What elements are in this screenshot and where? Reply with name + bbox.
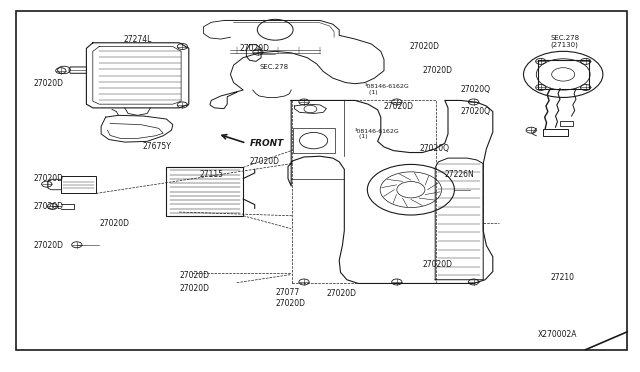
Text: 27020D: 27020D bbox=[33, 202, 63, 211]
Text: FRONT: FRONT bbox=[250, 139, 284, 148]
Text: ³08146-6162G
  (1): ³08146-6162G (1) bbox=[355, 128, 400, 140]
Text: 27020D: 27020D bbox=[275, 299, 305, 308]
Text: SEC.278
(27130): SEC.278 (27130) bbox=[550, 35, 580, 48]
Text: 27210: 27210 bbox=[550, 273, 575, 282]
Text: 27020D: 27020D bbox=[410, 42, 440, 51]
Text: 27020D: 27020D bbox=[179, 271, 209, 280]
Bar bbox=[61, 176, 96, 193]
Text: 27020D: 27020D bbox=[384, 102, 414, 110]
Text: 27077: 27077 bbox=[275, 288, 300, 296]
Text: 27020D: 27020D bbox=[326, 289, 356, 298]
Text: 27020D: 27020D bbox=[422, 260, 452, 269]
Text: 27020D: 27020D bbox=[99, 219, 129, 228]
Text: 27115: 27115 bbox=[199, 170, 223, 179]
Text: 27020D: 27020D bbox=[179, 284, 209, 293]
Text: 27675Y: 27675Y bbox=[142, 142, 172, 151]
Text: 27020D: 27020D bbox=[422, 66, 452, 75]
Bar bbox=[292, 100, 436, 283]
Text: 27274L: 27274L bbox=[124, 35, 152, 44]
Text: ³08146-6162G
  (1): ³08146-6162G (1) bbox=[365, 84, 410, 95]
Text: 27020Q: 27020Q bbox=[419, 144, 449, 153]
Text: 27020D: 27020D bbox=[33, 174, 63, 183]
Bar bbox=[560, 121, 573, 126]
Text: SEC.278: SEC.278 bbox=[259, 64, 289, 70]
Text: 27020D: 27020D bbox=[33, 241, 63, 250]
Text: X270002A: X270002A bbox=[538, 330, 577, 339]
Text: 27020D: 27020D bbox=[33, 79, 63, 88]
Text: 27020D: 27020D bbox=[250, 157, 280, 166]
Text: 27020D: 27020D bbox=[240, 44, 270, 53]
Text: 27020Q: 27020Q bbox=[461, 107, 491, 116]
Text: 27020Q: 27020Q bbox=[461, 85, 491, 94]
Bar bbox=[166, 167, 243, 216]
Bar bbox=[543, 129, 568, 136]
Bar bbox=[293, 128, 335, 153]
Text: 27226N: 27226N bbox=[445, 170, 474, 179]
